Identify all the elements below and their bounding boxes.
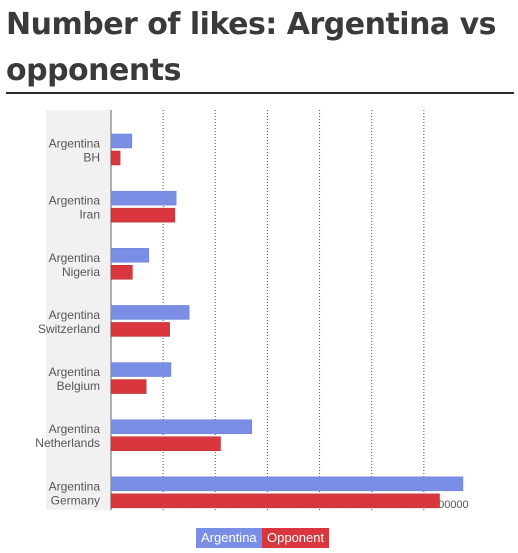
category-label: Argentina Nigeria xyxy=(49,251,101,279)
bar-opponent-bh xyxy=(110,150,121,166)
category-label: Argentina Switzerland xyxy=(38,308,100,336)
bar-opponent-germany xyxy=(110,493,440,509)
category-label: Argentina Netherlands xyxy=(35,422,100,450)
bar-argentina-nigeria xyxy=(110,248,150,263)
category-label: Argentina Germany xyxy=(49,479,101,507)
legend-item-opponent: Opponent xyxy=(262,528,330,548)
title-divider xyxy=(6,92,514,94)
legend-item-argentina: Argentina xyxy=(196,528,262,548)
bar-argentina-belgium xyxy=(110,362,172,377)
category-label: Argentina Belgium xyxy=(49,365,101,393)
bar-argentina-switzerland xyxy=(110,305,190,320)
bar-opponent-netherlands xyxy=(110,436,221,451)
bar-argentina-germany xyxy=(110,476,464,492)
bar-argentina-iran xyxy=(110,190,177,206)
bar-opponent-switzerland xyxy=(110,322,170,337)
bar-opponent-iran xyxy=(110,207,176,223)
category-label: Argentina Iran xyxy=(49,194,101,222)
page-title: Number of likes: Argentina vs opponents xyxy=(6,7,497,88)
bar-argentina-bh xyxy=(110,133,133,149)
category-label-band xyxy=(46,110,111,510)
chart-legend: Argentina Opponent xyxy=(0,528,518,550)
bar-opponent-belgium xyxy=(110,379,147,394)
bar-opponent-nigeria xyxy=(110,265,133,280)
bar-argentina-netherlands xyxy=(110,419,253,434)
category-label: Argentina BH xyxy=(49,137,101,165)
